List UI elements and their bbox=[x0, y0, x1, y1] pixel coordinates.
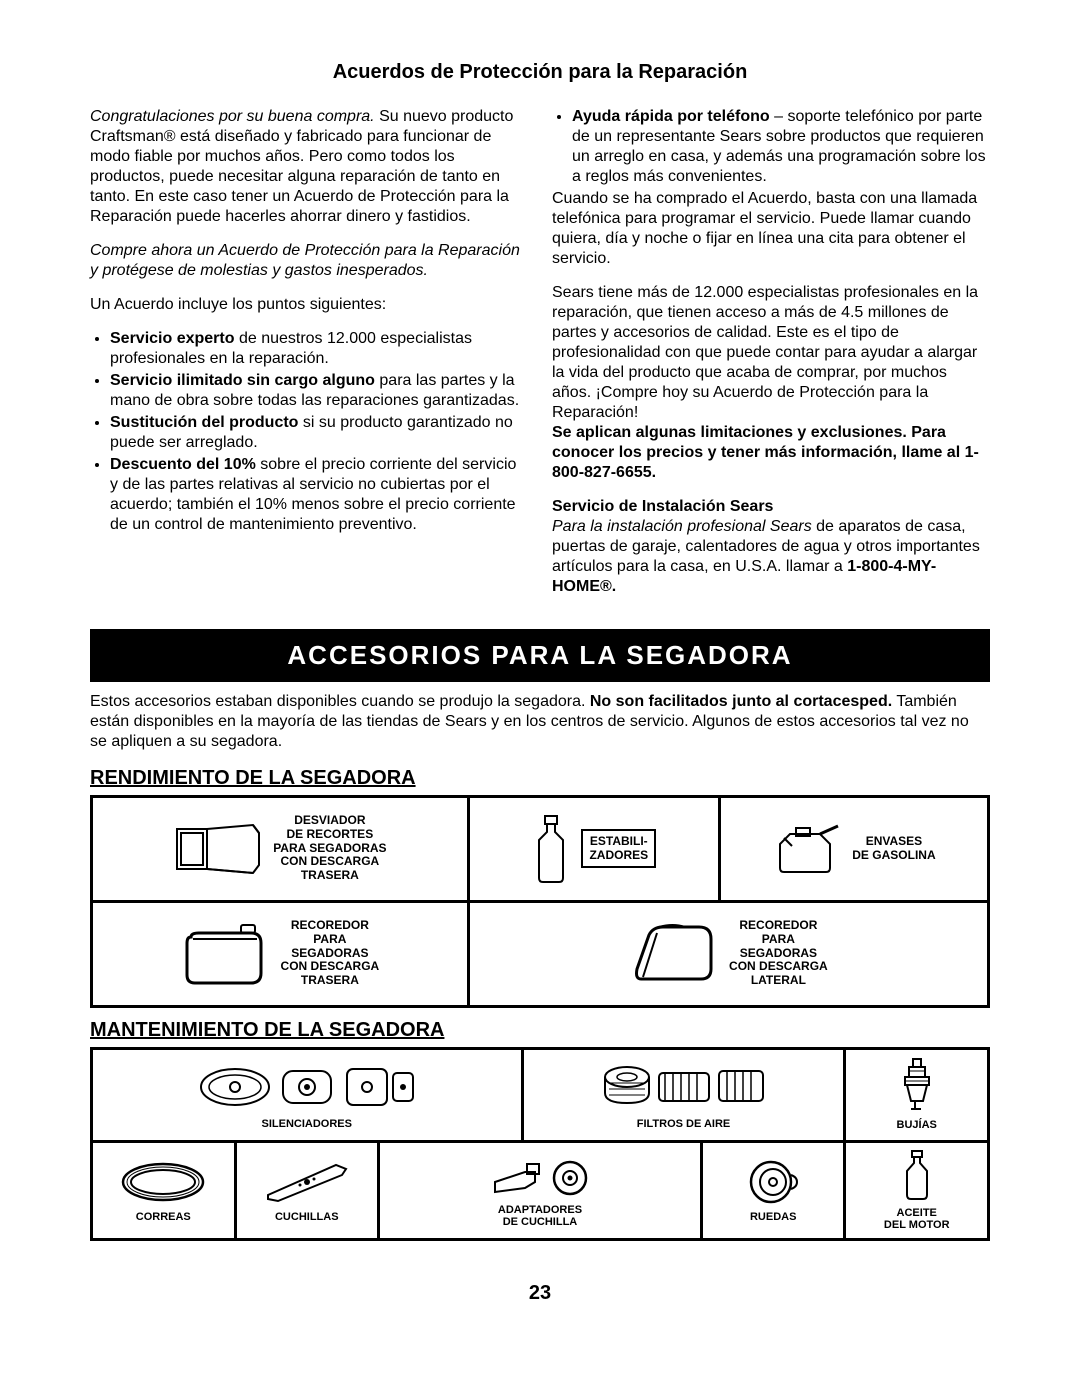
cell-label: RUEDAS bbox=[750, 1211, 796, 1224]
cell-oil: ACEITEDEL MOTOR bbox=[850, 1149, 983, 1232]
text: Su nuevo producto Craftsman® está diseña… bbox=[90, 108, 513, 225]
italic-lead: Congratulaciones por su buena compra. bbox=[90, 108, 379, 125]
airfilter-icon bbox=[599, 1059, 769, 1114]
page-number: 23 bbox=[90, 1281, 990, 1306]
paragraph: Cuando se ha comprado el Acuerdo, basta … bbox=[552, 189, 990, 269]
cell-side-catcher: RECOREDORPARASEGADORASCON DESCARGALATERA… bbox=[474, 909, 983, 999]
bold-label: Servicio ilimitado sin cargo alguno bbox=[110, 372, 375, 389]
text: Estos accesorios estaban disponibles cua… bbox=[90, 693, 590, 710]
oil-bottle-icon bbox=[899, 1149, 935, 1203]
cell-airfilters: FILTROS DE AIRE bbox=[528, 1056, 840, 1134]
rear-bag-icon bbox=[181, 919, 271, 989]
cell-label: CUCHILLAS bbox=[275, 1211, 339, 1224]
bold-text: Se aplican algunas limitaciones y exclus… bbox=[552, 424, 979, 481]
list-intro: Un Acuerdo incluye los puntos siguientes… bbox=[90, 295, 528, 315]
bottle-icon bbox=[531, 814, 571, 884]
sparkplug-icon bbox=[897, 1057, 937, 1115]
text: Sears tiene más de 12.000 especialistas … bbox=[552, 284, 978, 421]
bold-text: No son facilitados junto al cortacesped. bbox=[590, 693, 892, 710]
bold-label: Servicio experto bbox=[110, 330, 235, 347]
benefits-list-cont: Ayuda rápida por teléfono – soporte tele… bbox=[552, 107, 990, 187]
list-item: Sustitución del producto si su producto … bbox=[110, 413, 528, 453]
cell-stabilizer: ESTABILI-ZADORES bbox=[474, 804, 714, 894]
cell-label: SILENCIADORES bbox=[262, 1118, 352, 1131]
cell-label: FILTROS DE AIRE bbox=[637, 1118, 731, 1131]
cell-label: CORREAS bbox=[136, 1211, 191, 1224]
cell-label: ACEITEDEL MOTOR bbox=[884, 1207, 950, 1232]
cell-wheels: RUEDAS bbox=[707, 1151, 840, 1229]
list-item: Ayuda rápida por teléfono – soporte tele… bbox=[572, 107, 990, 187]
cell-label: ENVASESDE GASOLINA bbox=[852, 835, 935, 863]
benefits-list: Servicio experto de nuestros 12.000 espe… bbox=[90, 329, 528, 535]
accessories-intro: Estos accesorios estaban disponibles cua… bbox=[90, 692, 990, 752]
list-item: Servicio experto de nuestros 12.000 espe… bbox=[110, 329, 528, 369]
cell-label: ESTABILI-ZADORES bbox=[581, 829, 656, 869]
maintenance-table: SILENCIADORES FILTROS DE AIRE bbox=[90, 1047, 990, 1241]
performance-table: DESVIADORDE RECORTESPARA SEGADORASCON DE… bbox=[90, 795, 990, 1008]
blade-icon bbox=[262, 1157, 352, 1207]
cell-gascan: ENVASESDE GASOLINA bbox=[725, 804, 983, 894]
section-heading-maintenance: MANTENIMIENTO DE LA SEGADORA bbox=[90, 1018, 990, 1043]
bold-label: Descuento del 10% bbox=[110, 456, 256, 473]
paragraph-italic: Compre ahora un Acuerdo de Protección pa… bbox=[90, 241, 528, 281]
paragraph: Sears tiene más de 12.000 especialistas … bbox=[552, 283, 990, 483]
cell-label: DESVIADORDE RECORTESPARA SEGADORASCON DE… bbox=[273, 814, 386, 883]
list-item: Descuento del 10% sobre el precio corrie… bbox=[110, 455, 528, 535]
cell-label: BUJÍAS bbox=[897, 1119, 937, 1132]
page-title: Acuerdos de Protección para la Reparació… bbox=[90, 60, 990, 85]
two-column-text: Congratulaciones por su buena compra. Su… bbox=[90, 107, 990, 611]
cell-deflector: DESVIADORDE RECORTESPARA SEGADORASCON DE… bbox=[97, 804, 463, 894]
belt-icon bbox=[118, 1157, 208, 1207]
cell-label: RECOREDORPARASEGADORASCON DESCARGALATERA… bbox=[729, 919, 828, 988]
paragraph: Servicio de Instalación Sears Para la in… bbox=[552, 497, 990, 597]
cell-blades: CUCHILLAS bbox=[241, 1151, 374, 1229]
cell-rear-catcher: RECOREDORPARASEGADORASCON DESCARGATRASER… bbox=[97, 909, 463, 999]
side-bag-icon bbox=[629, 919, 719, 989]
cell-belts: CORREAS bbox=[97, 1151, 230, 1229]
italic-text: Para la instalación profesional Sears bbox=[552, 518, 816, 535]
list-item: Servicio ilimitado sin cargo alguno para… bbox=[110, 371, 528, 411]
paragraph: Congratulaciones por su buena compra. Su… bbox=[90, 107, 528, 227]
left-column: Congratulaciones por su buena compra. Su… bbox=[90, 107, 528, 611]
cell-adapters: ADAPTADORESDE CUCHILLA bbox=[384, 1151, 696, 1229]
section-heading-performance: RENDIMIENTO DE LA SEGADORA bbox=[90, 766, 990, 791]
cell-sparkplugs: BUJÍAS bbox=[850, 1056, 983, 1134]
bold-label: Sustitución del producto bbox=[110, 414, 298, 431]
gascan-icon bbox=[772, 824, 842, 874]
deflector-icon bbox=[173, 819, 263, 879]
bold-label: Ayuda rápida por teléfono bbox=[572, 108, 770, 125]
bold-heading: Servicio de Instalación Sears bbox=[552, 498, 773, 515]
cell-label: RECOREDORPARASEGADORASCON DESCARGATRASER… bbox=[281, 919, 380, 988]
cell-label: ADAPTADORESDE CUCHILLA bbox=[498, 1204, 582, 1229]
cell-mufflers: SILENCIADORES bbox=[97, 1056, 517, 1134]
mufflers-icon bbox=[197, 1059, 417, 1114]
adapter-icon bbox=[485, 1152, 595, 1200]
section-banner: ACCESORIOS PARA LA SEGADORA bbox=[90, 629, 990, 682]
wheel-icon bbox=[743, 1157, 803, 1207]
right-column: Ayuda rápida por teléfono – soporte tele… bbox=[552, 107, 990, 611]
